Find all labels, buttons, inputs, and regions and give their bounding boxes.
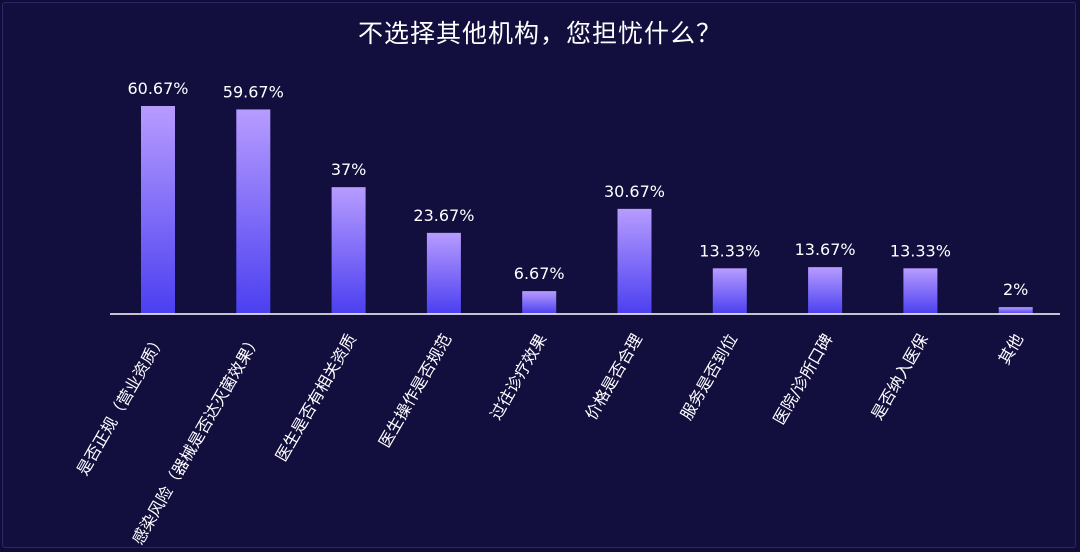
- bar-value-label: 2%: [1003, 280, 1028, 299]
- category-tick-label: 其他: [995, 330, 1027, 367]
- bar: [236, 109, 271, 315]
- bar: [522, 291, 557, 314]
- category-tick-label: 医生是否有相关资质: [272, 331, 360, 465]
- bar-value-label: 60.67%: [127, 79, 188, 98]
- bar-value-label: 13.33%: [890, 241, 951, 260]
- bar-value-label: 13.67%: [795, 240, 856, 259]
- bar-value-label: 30.67%: [604, 182, 665, 201]
- category-tick-label: 服务是否到位: [677, 331, 741, 424]
- bar: [903, 268, 938, 314]
- bar-value-label: 13.33%: [699, 241, 760, 260]
- bar: [617, 208, 652, 314]
- bar: [808, 267, 843, 314]
- bar: [331, 187, 366, 314]
- category-tick-label: 是否正规（营业资质）: [73, 331, 169, 479]
- bar-value-label: 37%: [331, 160, 367, 179]
- chart-title: 不选择其他机构，您担忧什么？: [357, 19, 722, 48]
- category-tick-label: 是否纳入医保: [867, 331, 931, 424]
- bar-value-label: 59.67%: [223, 82, 284, 101]
- bar-value-label: 6.67%: [514, 264, 565, 283]
- bar: [426, 232, 461, 314]
- bar-value-label: 23.67%: [413, 206, 474, 225]
- category-tick-label: 价格是否合理: [582, 331, 646, 424]
- category-tick-label: 过往诊疗效果: [486, 331, 550, 424]
- category-tick-label: 医生操作是否规范: [375, 331, 455, 451]
- bar: [998, 307, 1033, 314]
- bar: [712, 268, 747, 314]
- category-tick-label: 医院/诊所口碑: [769, 331, 836, 428]
- bar: [141, 106, 175, 314]
